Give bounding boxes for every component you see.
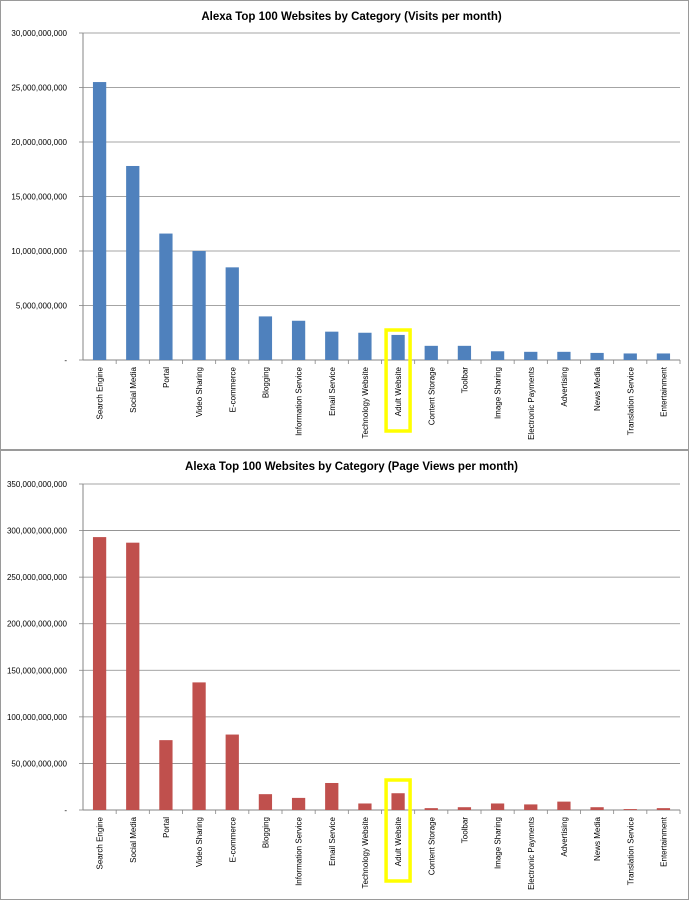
visits-chart-title: Alexa Top 100 Websites by Category (Visi… bbox=[201, 11, 502, 23]
pageviews-xtick-label: Toolbar bbox=[460, 817, 469, 844]
pageviews-xtick-label: Technology Website bbox=[361, 816, 370, 888]
pageviews-xtick-label: Translation Service bbox=[626, 816, 635, 885]
pageviews-bar-adult-website bbox=[391, 793, 405, 810]
pageviews-xtick-label: News Media bbox=[593, 816, 602, 861]
pageviews-xtick-label: Search Engine bbox=[96, 816, 105, 869]
pageviews-bar-e-commerce bbox=[225, 734, 239, 810]
visits-xtick-label: News Media bbox=[593, 366, 602, 411]
pageviews-bar-electronic-payments bbox=[524, 804, 538, 810]
pageviews-ytick-label: - bbox=[64, 806, 67, 815]
pageviews-bar-search-engine bbox=[92, 537, 107, 810]
visits-ytick-label: - bbox=[64, 356, 67, 365]
pageviews-ytick-label: 350,000,000,000 bbox=[7, 480, 68, 489]
visits-xtick-label: Email Service bbox=[328, 366, 337, 415]
visits-bar-image-sharing bbox=[490, 351, 505, 360]
visits-xtick-label: Portal bbox=[162, 367, 171, 388]
visits-bar-technology-website bbox=[358, 332, 372, 360]
visits-ytick-label: 30,000,000,000 bbox=[11, 29, 67, 38]
visits-bar-toolbar bbox=[457, 345, 472, 360]
visits-bar-portal bbox=[159, 233, 173, 360]
visits-ytick-label: 15,000,000,000 bbox=[11, 193, 67, 202]
visits-bar-information-service bbox=[291, 320, 306, 360]
pageviews-bar-blogging bbox=[258, 794, 273, 810]
visits-xtick-label: Social Media bbox=[129, 366, 138, 412]
visits-ytick-label: 5,000,000,000 bbox=[16, 302, 68, 311]
visits-bar-video-sharing bbox=[192, 251, 206, 360]
visits-bar-e-commerce bbox=[225, 267, 239, 360]
pageviews-bar-toolbar bbox=[457, 807, 472, 810]
pageviews-chart-panel: Alexa Top 100 Websites by Category (Page… bbox=[0, 450, 689, 900]
pageviews-ytick-label: 300,000,000,000 bbox=[7, 527, 68, 536]
visits-chart: Alexa Top 100 Websites by Category (Visi… bbox=[11, 11, 681, 440]
visits-xtick-label: Toolbar bbox=[460, 367, 469, 394]
visits-bar-advertising bbox=[557, 351, 571, 360]
visits-xtick-label: Electronic Payments bbox=[527, 367, 536, 440]
visits-chart-panel: Alexa Top 100 Websites by Category (Visi… bbox=[0, 0, 689, 450]
visits-xtick-label: Translation Service bbox=[626, 366, 635, 435]
pageviews-chart-title: Alexa Top 100 Websites by Category (Page… bbox=[185, 461, 518, 473]
pageviews-xtick-label: Electronic Payments bbox=[527, 817, 536, 890]
visits-highlight-box bbox=[384, 328, 412, 433]
pageviews-bar-video-sharing bbox=[192, 682, 206, 810]
visits-bar-social-media bbox=[126, 165, 140, 360]
pageviews-ytick-label: 100,000,000,000 bbox=[7, 713, 68, 722]
pageviews-xtick-label: Social Media bbox=[129, 816, 138, 862]
pageviews-xtick-label: Image Sharing bbox=[494, 817, 503, 869]
visits-xtick-label: Information Service bbox=[295, 366, 304, 435]
visits-bar-adult-website bbox=[391, 334, 405, 360]
pageviews-bar-entertainment bbox=[656, 808, 671, 810]
visits-ytick-label: 10,000,000,000 bbox=[11, 247, 67, 256]
visits-bar-blogging bbox=[258, 316, 273, 360]
pageviews-ytick-label: 50,000,000,000 bbox=[11, 759, 67, 768]
pageviews-bar-advertising bbox=[557, 801, 571, 810]
visits-xtick-label: Image Sharing bbox=[494, 367, 503, 419]
pageviews-bar-social-media bbox=[126, 542, 140, 810]
visits-xtick-label: Advertising bbox=[560, 367, 569, 407]
pageviews-bar-news-media bbox=[590, 807, 604, 810]
visits-bar-entertainment bbox=[656, 353, 671, 360]
visits-bar-electronic-payments bbox=[524, 351, 538, 360]
visits-bar-search-engine bbox=[92, 82, 107, 361]
visits-xtick-label: Entertainment bbox=[659, 366, 668, 417]
visits-bar-translation-service bbox=[623, 353, 637, 360]
pageviews-xtick-label: Content Storage bbox=[427, 816, 436, 875]
pageviews-ytick-label: 150,000,000,000 bbox=[7, 666, 68, 675]
visits-xtick-label: Video Sharing bbox=[195, 367, 204, 417]
pageviews-bar-technology-website bbox=[358, 803, 372, 810]
pageviews-ytick-label: 200,000,000,000 bbox=[7, 620, 68, 629]
pageviews-xtick-label: Entertainment bbox=[659, 816, 668, 867]
pageviews-xtick-label: Information Service bbox=[295, 816, 304, 885]
pageviews-xtick-label: E-commerce bbox=[228, 816, 237, 862]
pageviews-bar-portal bbox=[159, 740, 173, 810]
pageviews-bar-content-storage bbox=[424, 808, 438, 810]
pageviews-bar-image-sharing bbox=[490, 803, 505, 810]
visits-bar-news-media bbox=[590, 352, 604, 360]
visits-xtick-label: Adult Website bbox=[394, 366, 403, 416]
pageviews-xtick-label: Advertising bbox=[560, 817, 569, 857]
pageviews-bar-email-service bbox=[325, 782, 339, 810]
visits-bar-content-storage bbox=[424, 345, 438, 360]
visits-bar-email-service bbox=[325, 331, 339, 360]
visits-xtick-label: E-commerce bbox=[228, 366, 237, 412]
visits-xtick-label: Content Storage bbox=[427, 366, 436, 425]
pageviews-xtick-label: Blogging bbox=[261, 817, 270, 848]
visits-xtick-label: Search Engine bbox=[96, 366, 105, 419]
pageviews-highlight-box bbox=[384, 778, 412, 883]
pageviews-ytick-label: 250,000,000,000 bbox=[7, 573, 68, 582]
pageviews-xtick-label: Portal bbox=[162, 817, 171, 838]
visits-xtick-label: Technology Website bbox=[361, 366, 370, 438]
pageviews-bar-information-service bbox=[291, 797, 306, 810]
visits-ytick-label: 20,000,000,000 bbox=[11, 138, 67, 147]
visits-xtick-label: Blogging bbox=[261, 367, 270, 398]
pageviews-xtick-label: Email Service bbox=[328, 816, 337, 865]
pageviews-chart: Alexa Top 100 Websites by Category (Page… bbox=[7, 461, 681, 890]
pageviews-bar-translation-service bbox=[623, 809, 637, 810]
pageviews-xtick-label: Adult Website bbox=[394, 816, 403, 866]
pageviews-xtick-label: Video Sharing bbox=[195, 817, 204, 867]
visits-ytick-label: 25,000,000,000 bbox=[11, 84, 67, 93]
